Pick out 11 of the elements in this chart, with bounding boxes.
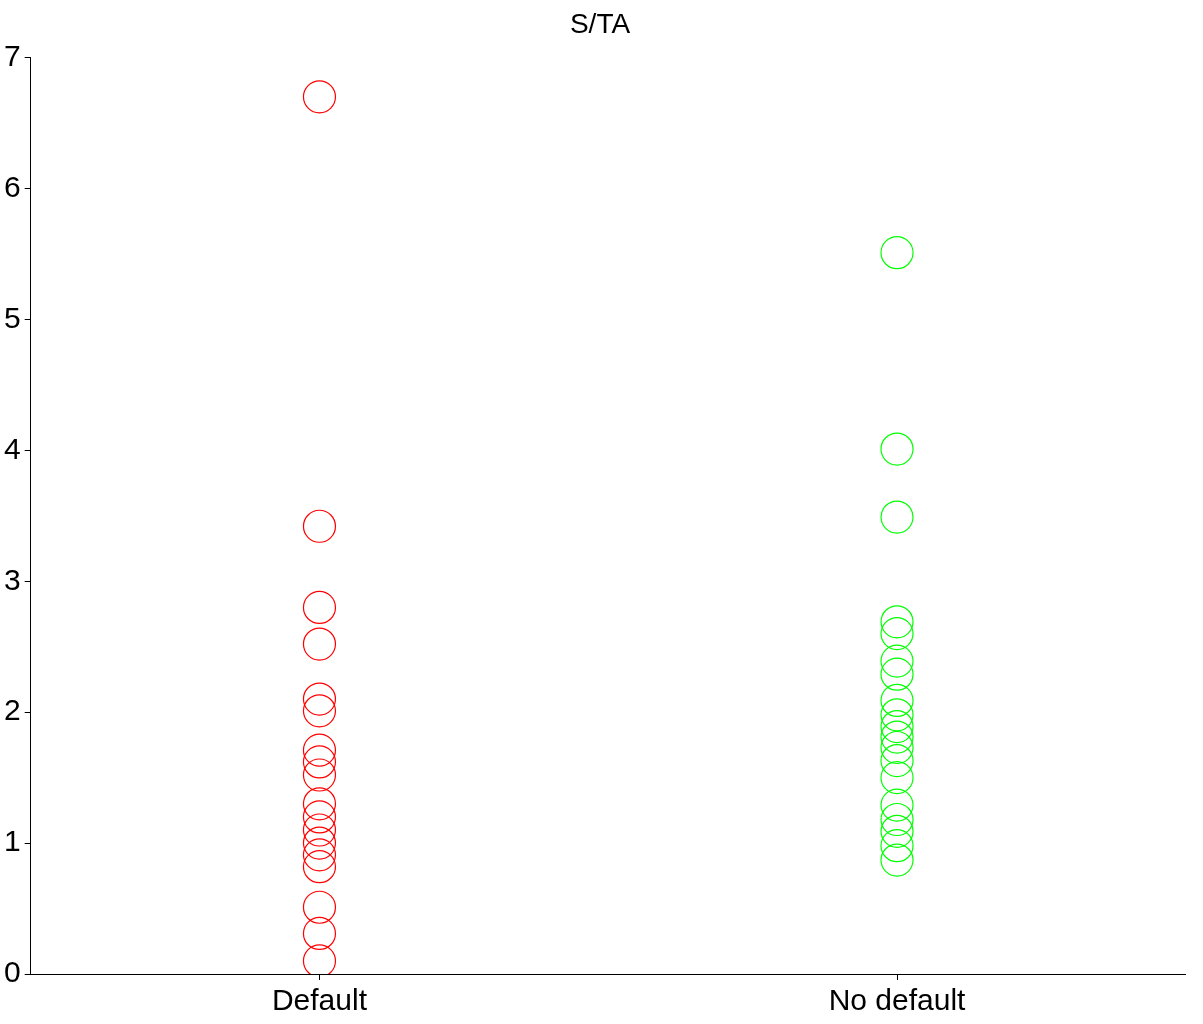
chart-title: S/TA xyxy=(569,7,631,39)
y-tick-label: 6 xyxy=(4,169,21,203)
y-tick-label: 4 xyxy=(4,431,21,465)
y-tick-label: 1 xyxy=(4,824,21,858)
y-tick-label: 3 xyxy=(4,562,21,596)
y-tick-label: 2 xyxy=(4,693,21,727)
x-tick-label: No default xyxy=(828,983,967,1017)
y-tick-label: 0 xyxy=(4,955,21,989)
y-tick-label: 5 xyxy=(4,300,21,334)
x-tick-label: Default xyxy=(271,983,368,1017)
y-tick-label: 7 xyxy=(4,38,21,72)
